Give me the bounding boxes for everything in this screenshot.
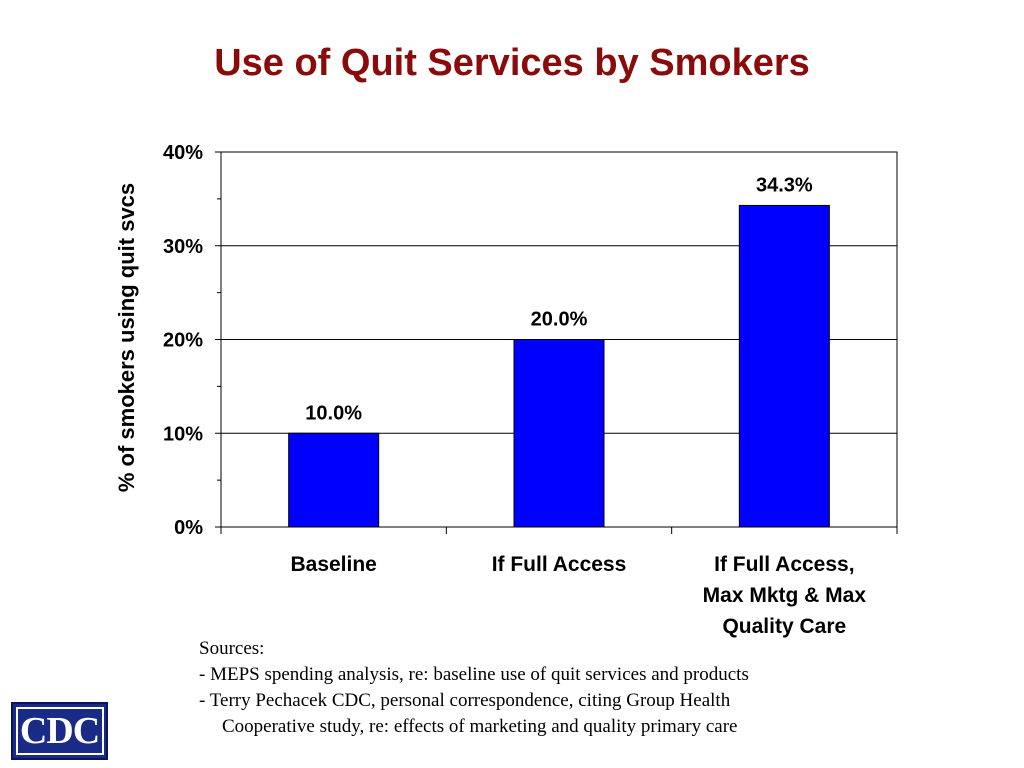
data-label: 10.0% (305, 402, 362, 424)
source-line-3: Cooperative study, re: effects of market… (222, 716, 738, 737)
source-line-2: - Terry Pechacek CDC, personal correspon… (199, 690, 731, 711)
category-label: Baseline (290, 553, 376, 576)
cdc-logo: CDC (11, 702, 108, 760)
sources-note: Sources: - MEPS spending analysis, re: b… (199, 636, 959, 740)
bar (738, 204, 830, 528)
y-tick-label: 40% (163, 142, 203, 164)
slide-title: Use of Quit Services by Smokers (214, 42, 810, 84)
data-label: 34.3% (756, 174, 813, 196)
y-tick-label: 0% (174, 517, 203, 539)
cdc-logo-text: CDC (15, 707, 104, 755)
category-label: Quality Care (722, 615, 846, 638)
sources-heading: Sources: (199, 638, 265, 659)
bar (513, 339, 605, 528)
y-tick-label: 10% (163, 423, 203, 445)
bar (288, 432, 380, 528)
y-tick-label: 30% (163, 236, 203, 258)
category-label: If Full Access, (714, 553, 854, 576)
y-axis-label: % of smokers using quit svcs (114, 183, 139, 492)
y-tick-label: 20% (163, 330, 203, 352)
source-line-1: - MEPS spending analysis, re: baseline u… (199, 664, 749, 685)
bar-chart: 0% 10% 20% 30% 40% 10.0% Baseline 20.0% If Full … (114, 142, 898, 638)
category-label: Max Mktg & Max (703, 584, 867, 607)
category-label: If Full Access (492, 553, 627, 576)
data-label: 20.0% (531, 309, 588, 331)
